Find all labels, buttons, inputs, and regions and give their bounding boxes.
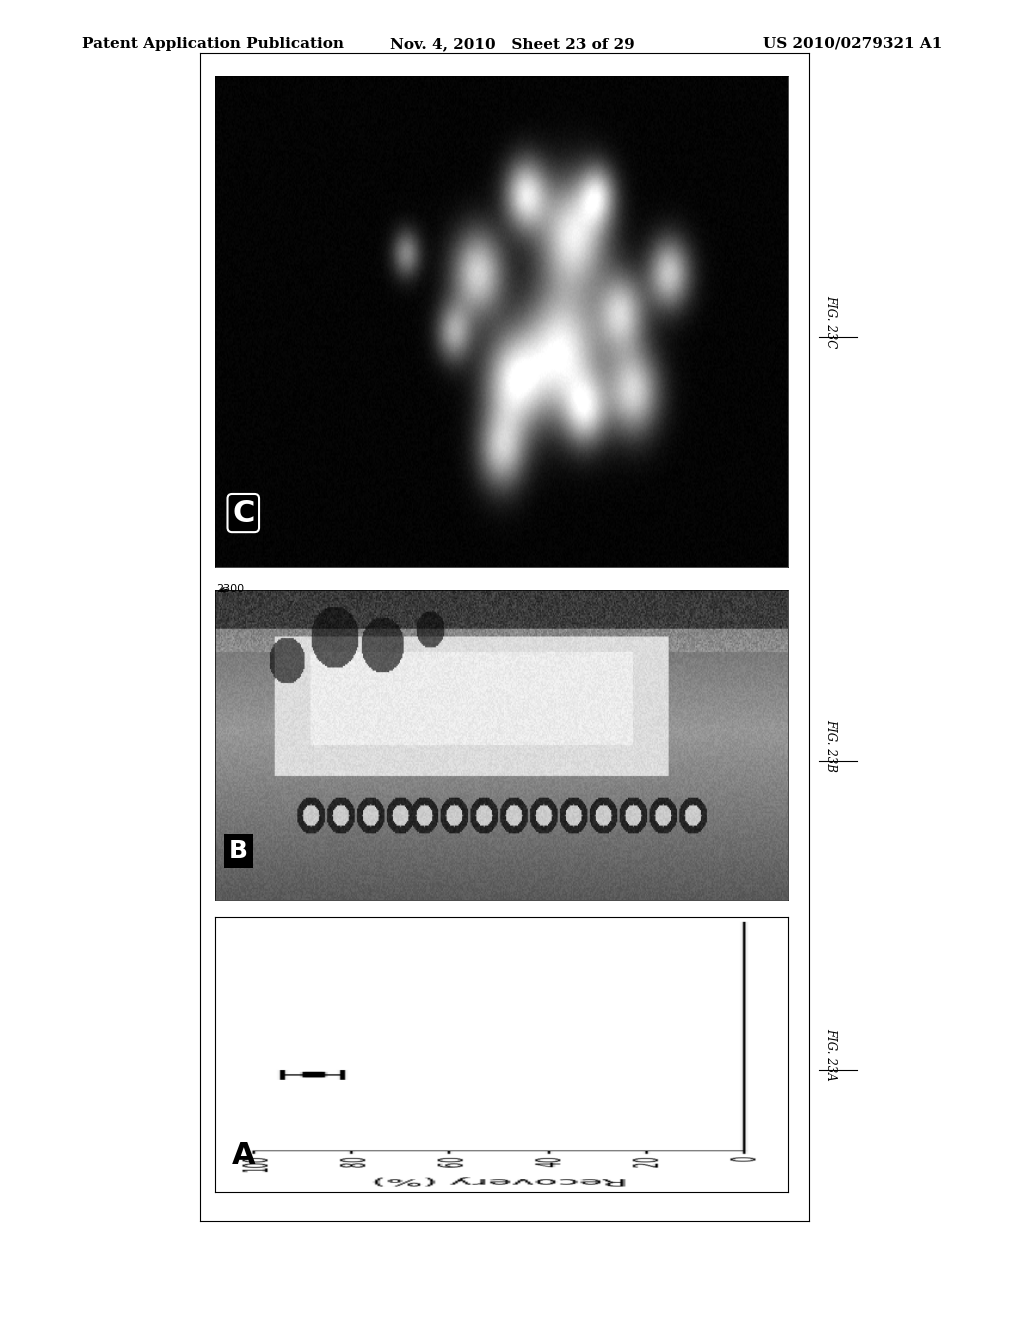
Text: A: A: [232, 1140, 256, 1170]
Text: Patent Application Publication: Patent Application Publication: [82, 37, 344, 51]
Text: Nov. 4, 2010   Sheet 23 of 29: Nov. 4, 2010 Sheet 23 of 29: [389, 37, 635, 51]
Text: FIG. 23C: FIG. 23C: [824, 294, 838, 348]
Text: FIG. 23B: FIG. 23B: [824, 718, 838, 771]
Text: FIG. 23A: FIG. 23A: [824, 1028, 838, 1081]
Text: 2300: 2300: [216, 583, 244, 594]
Text: C: C: [232, 499, 255, 528]
Text: B: B: [229, 838, 248, 862]
Text: US 2010/0279321 A1: US 2010/0279321 A1: [763, 37, 942, 51]
